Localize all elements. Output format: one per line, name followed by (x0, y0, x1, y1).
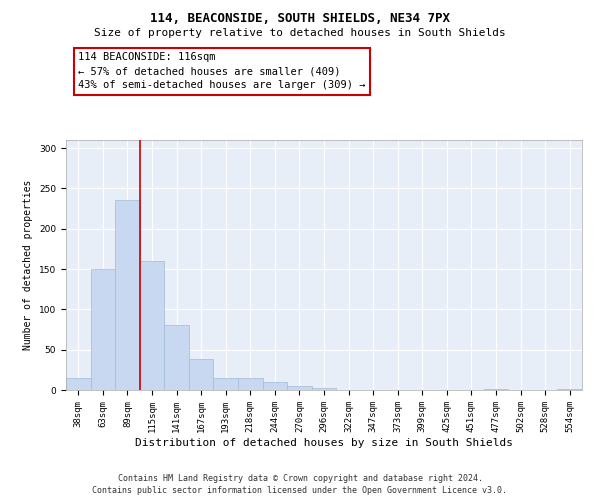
Bar (189, 360, 214, 390)
Text: 114, BEACONSIDE, SOUTH SHIELDS, NE34 7PX: 114, BEACONSIDE, SOUTH SHIELDS, NE34 7PX (150, 12, 450, 26)
Text: Contains HM Land Registry data © Crown copyright and database right 2024.
Contai: Contains HM Land Registry data © Crown c… (92, 474, 508, 495)
Text: Size of property relative to detached houses in South Shields: Size of property relative to detached ho… (94, 28, 506, 38)
Bar (484, 389, 508, 390)
Bar (263, 382, 287, 390)
Text: 114 BEACONSIDE: 116sqm
← 57% of detached houses are smaller (409)
43% of semi-de: 114 BEACONSIDE: 116sqm ← 57% of detached… (78, 52, 365, 90)
Bar (115, 200, 140, 390)
Bar (557, 389, 582, 390)
Bar (66, 378, 91, 390)
Y-axis label: Number of detached properties: Number of detached properties (23, 180, 34, 350)
X-axis label: Distribution of detached houses by size in South Shields: Distribution of detached houses by size … (135, 438, 513, 448)
Bar (238, 378, 263, 390)
Bar (164, 326, 189, 390)
Bar (312, 388, 336, 390)
Bar (287, 386, 312, 390)
Bar (140, 261, 164, 390)
Bar (91, 269, 115, 390)
Bar (214, 378, 238, 390)
